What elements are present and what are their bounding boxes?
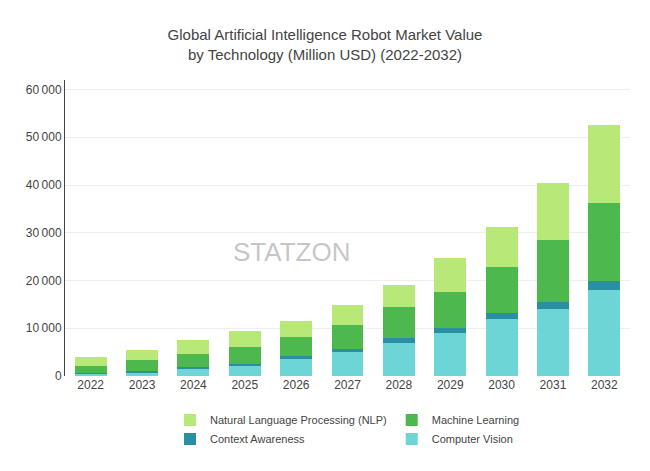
svg-text:2031: 2031 bbox=[540, 378, 567, 392]
svg-text:2028: 2028 bbox=[386, 378, 413, 392]
svg-text:Natural Language Processing (N: Natural Language Processing (NLP) bbox=[210, 414, 387, 426]
svg-text:30 000: 30 000 bbox=[26, 226, 62, 240]
svg-text:0: 0 bbox=[55, 369, 62, 383]
svg-text:2032: 2032 bbox=[591, 378, 618, 392]
svg-text:2027: 2027 bbox=[334, 378, 361, 392]
svg-text:Computer Vision: Computer Vision bbox=[432, 433, 513, 445]
svg-text:STATZON: STATZON bbox=[233, 237, 350, 267]
svg-text:50 000: 50 000 bbox=[26, 130, 62, 144]
svg-text:2023: 2023 bbox=[129, 378, 156, 392]
svg-text:10 000: 10 000 bbox=[26, 321, 62, 335]
svg-text:2030: 2030 bbox=[488, 378, 515, 392]
svg-text:2026: 2026 bbox=[283, 378, 310, 392]
svg-text:40 000: 40 000 bbox=[26, 178, 62, 192]
svg-text:60 000: 60 000 bbox=[26, 83, 62, 97]
svg-text:2022: 2022 bbox=[77, 378, 104, 392]
svg-text:2024: 2024 bbox=[180, 378, 207, 392]
svg-text:Machine Learning: Machine Learning bbox=[432, 414, 519, 426]
svg-text:Context Awareness: Context Awareness bbox=[210, 433, 305, 445]
svg-text:2029: 2029 bbox=[437, 378, 464, 392]
svg-text:2025: 2025 bbox=[231, 378, 258, 392]
svg-text:Global Artificial Intelligence: Global Artificial Intelligence Robot Mar… bbox=[168, 26, 483, 63]
svg-text:20 000: 20 000 bbox=[26, 274, 62, 288]
